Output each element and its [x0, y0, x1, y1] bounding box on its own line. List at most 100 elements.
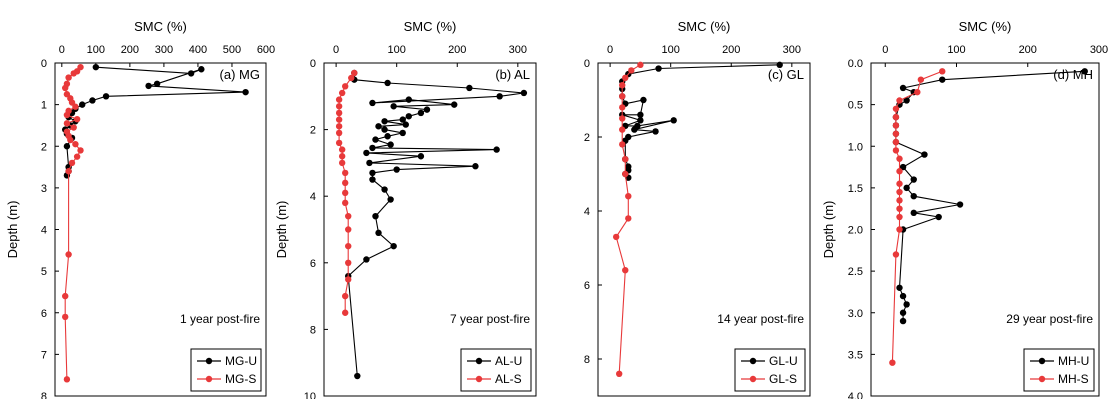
- data-point-AL-U: [381, 186, 388, 193]
- data-point-GL-S: [628, 67, 635, 74]
- data-point-MH-U: [910, 209, 917, 217]
- data-point-MG-S: [73, 115, 81, 123]
- data-point-MG-S: [73, 153, 81, 160]
- legend-swatch-marker: [475, 375, 483, 383]
- data-point-GL-S: [622, 170, 629, 178]
- data-point-AL-U: [384, 79, 391, 87]
- data-point-MH-U: [899, 317, 907, 325]
- data-point-MH-S: [892, 122, 900, 129]
- data-point-MG-S: [63, 111, 71, 119]
- data-point-AL-S: [351, 69, 358, 77]
- y-tick-label: 6: [310, 258, 316, 270]
- data-point-AL-S: [335, 129, 343, 137]
- y-tick-label: 4: [584, 206, 590, 218]
- data-point-MG-U: [187, 70, 195, 77]
- data-point-AL-U: [381, 118, 388, 125]
- data-point-AL-S: [345, 276, 352, 283]
- post-fire-annotation: 7 year post-fire: [450, 312, 530, 326]
- post-fire-annotation: 29 year post-fire: [1006, 312, 1093, 326]
- data-point-GL-U: [652, 128, 659, 135]
- data-point-GL-S: [619, 93, 626, 100]
- data-point-MG-S: [65, 74, 72, 81]
- plot-frame: [597, 62, 811, 397]
- data-point-GL-S: [625, 215, 632, 222]
- data-point-AL-U: [372, 136, 379, 143]
- data-point-MH-S: [892, 105, 900, 112]
- data-point-GL-S: [619, 82, 626, 89]
- y-tick-label: 2.0: [848, 225, 863, 237]
- series-line-MH-U: [895, 70, 1085, 322]
- legend-entry-label: AL-S: [495, 372, 522, 386]
- y-tick-label: 10: [304, 391, 316, 399]
- data-point-AL-U: [381, 126, 388, 133]
- plot-frame: [54, 62, 267, 397]
- legend: AL-U AL-S: [460, 348, 532, 392]
- y-tick-label: 7: [41, 349, 47, 361]
- legend: GL-U GL-S: [734, 348, 806, 392]
- legend: MH-U MH-S: [1023, 348, 1095, 392]
- y-tick-label: 2: [584, 132, 590, 144]
- data-point-MG-U: [92, 63, 100, 71]
- data-point-GL-S: [622, 156, 629, 163]
- y-tick-label: 0.0: [848, 58, 863, 70]
- data-point-GL-U: [640, 96, 647, 104]
- data-point-MH-S: [896, 205, 903, 212]
- data-point-GL-S: [637, 61, 644, 69]
- data-point-AL-U: [399, 129, 406, 137]
- y-tick-label: 1.5: [848, 183, 863, 195]
- data-point-MH-S: [896, 180, 903, 187]
- data-point-GL-S: [619, 104, 626, 111]
- y-tick-label: 2.5: [848, 266, 863, 278]
- data-point-MG-S: [72, 103, 79, 110]
- y-tick-label: 0.5: [848, 100, 863, 112]
- data-point-MH-S: [892, 147, 900, 154]
- data-point-AL-S: [335, 103, 343, 110]
- data-point-GL-S: [619, 141, 626, 148]
- data-point-MG-S: [77, 147, 84, 154]
- legend-swatch-marker: [1038, 357, 1046, 365]
- data-point-AL-U: [384, 133, 391, 140]
- legend: MG-U MG-S: [190, 348, 262, 392]
- data-point-AL-S: [335, 123, 343, 130]
- data-point-AL-S: [342, 189, 349, 197]
- data-point-AL-S: [335, 116, 343, 123]
- legend-entry-label: MH-U: [1058, 354, 1089, 368]
- data-point-AL-U: [393, 166, 400, 173]
- data-point-AL-S: [338, 146, 346, 153]
- data-point-AL-S: [338, 153, 346, 160]
- data-point-AL-U: [417, 109, 425, 117]
- y-tick-label: 0: [310, 58, 316, 70]
- data-point-MG-U: [145, 82, 152, 90]
- data-point-AL-S: [342, 199, 349, 207]
- data-point-MH-S: [896, 155, 903, 162]
- data-point-AL-U: [390, 242, 397, 250]
- data-point-MH-S: [914, 88, 921, 96]
- data-point-AL-U: [496, 93, 503, 100]
- legend-box: [190, 348, 262, 392]
- x-tick-label: 200: [448, 44, 466, 56]
- data-point-MH-S: [892, 138, 900, 146]
- data-point-AL-U: [375, 229, 382, 237]
- data-point-AL-S: [345, 226, 352, 233]
- data-point-GL-U: [655, 65, 662, 72]
- legend-box: [1023, 348, 1095, 392]
- x-tick-label: 300: [783, 44, 801, 56]
- data-point-AL-U: [375, 123, 382, 130]
- y-axis-title: Depth (m): [5, 201, 20, 259]
- data-point-AL-U: [387, 141, 394, 148]
- data-point-MH-S: [896, 188, 903, 196]
- data-point-MH-S: [896, 213, 903, 221]
- x-axis-title: SMC (%): [678, 19, 731, 34]
- y-tick-label: 0: [584, 58, 590, 70]
- data-point-AL-S: [342, 169, 349, 177]
- x-tick-label: 300: [155, 44, 173, 56]
- data-point-AL-S: [338, 89, 346, 97]
- data-point-MG-U: [242, 88, 249, 96]
- data-point-AL-U: [354, 372, 361, 380]
- x-axis-title: SMC (%): [404, 19, 457, 34]
- data-point-AL-U: [405, 113, 412, 120]
- panel-label: (a) MG: [220, 67, 260, 82]
- legend-entry-label: MG-U: [225, 354, 257, 368]
- x-tick-label: 100: [947, 44, 965, 56]
